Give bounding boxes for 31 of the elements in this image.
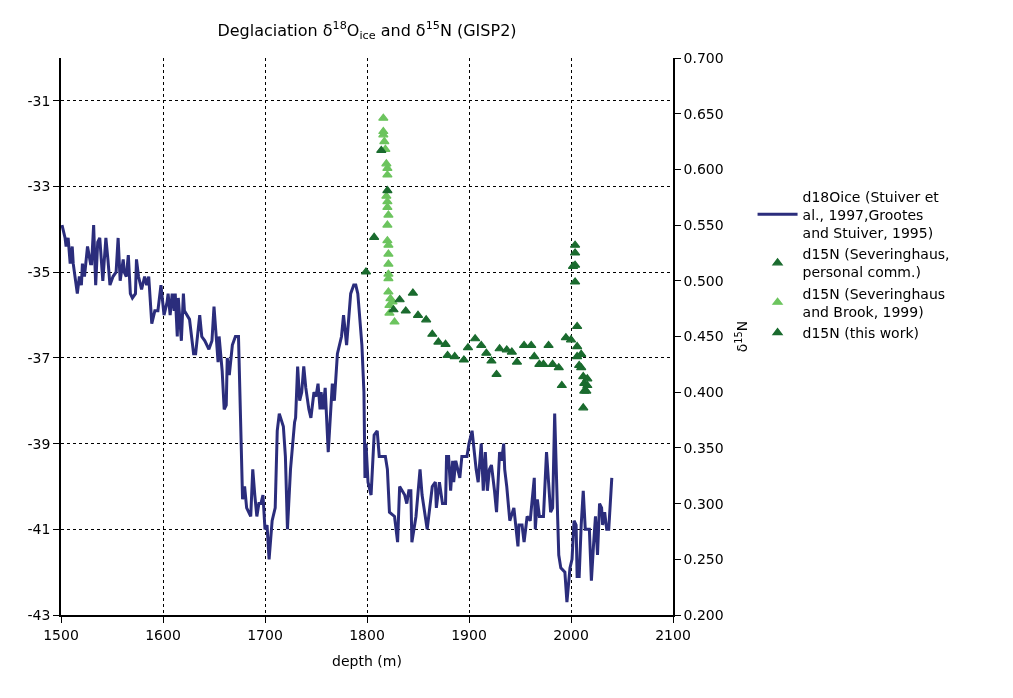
legend-label: d18Oice (Stuiver et al., 1997,Grootes and Stuiver, 1995) — [802, 188, 940, 241]
y2-tick-label: 0.550 — [683, 217, 724, 233]
chart-title: Deglaciation δ$^{18}$O$_{ice}$ and δ$^{15}$N (GISP2) — [217, 18, 517, 42]
y-tick-label: -31 — [27, 92, 51, 109]
y2-tick-label: 0.200 — [683, 606, 724, 623]
x-tick-label: 1800 — [349, 626, 385, 643]
legend-label: d15N (this work) — [802, 325, 919, 341]
y2-tick-label: 0.400 — [683, 384, 724, 401]
y2-tick-label: 0.450 — [683, 328, 724, 345]
y2-tick-label: 0.650 — [683, 105, 724, 122]
y2-tick-label: 0.700 — [683, 49, 724, 66]
y-tick-label: -41 — [27, 521, 51, 538]
x-tick-label: 1900 — [451, 626, 487, 643]
x-tick-label: 1700 — [247, 626, 283, 643]
y2-tick-label: 0.250 — [683, 551, 724, 568]
x-tick-label: 2000 — [553, 626, 589, 643]
y-tick-label: -43 — [27, 606, 51, 623]
x-tick-label: 2100 — [655, 626, 691, 643]
x-tick-label: 1600 — [145, 626, 181, 643]
legend-label: d15N (Severinghaus, personal comm.) — [802, 246, 950, 281]
y-tick-label: -37 — [27, 349, 51, 366]
x-tick-label: 1500 — [43, 626, 79, 643]
y2-tick-label: 0.600 — [683, 161, 724, 178]
y-tick-label: -33 — [27, 178, 51, 195]
y-tick-label: -35 — [27, 264, 51, 281]
y2-tick-label: 0.350 — [683, 439, 724, 456]
y-tick-label: -39 — [27, 435, 51, 452]
y2-tick-label: 0.300 — [683, 495, 724, 512]
y2-tick-label: 0.500 — [683, 272, 724, 289]
x-axis-title: depth (m) — [332, 653, 402, 670]
legend-label: d15N (Severinghaus and Brook, 1999) — [802, 285, 946, 320]
